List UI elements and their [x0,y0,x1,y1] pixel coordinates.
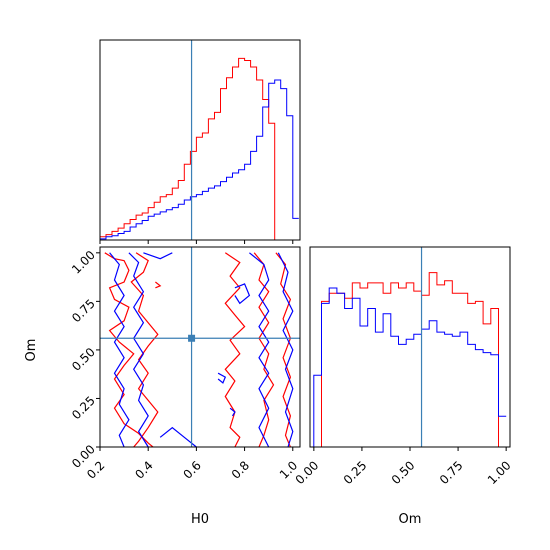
contour-frame [99,246,301,448]
contour-series-1-line-0 [109,252,130,448]
h0-histogram-series-0 [99,57,299,241]
om-ytick-label-4: 1.00 [69,248,98,277]
contour-series-1-line-3 [159,426,197,448]
contour-series-1-line-8 [229,407,236,417]
contour-series-0-line-3 [253,252,275,448]
contour-series-1-line-2 [143,252,173,260]
om-ytick-label-3: 0.75 [69,296,98,325]
contour-series-0-line-2 [224,252,246,448]
truth-marker [188,334,196,342]
contour-series-1-line-7 [217,372,227,384]
contour-series-0-line-1 [130,252,159,448]
om-xtick-label-1: 0.25 [341,458,370,487]
om-ytick-label-1: 0.25 [69,394,98,423]
om-xtick-label-4: 1.00 [485,458,514,487]
contour-series-0-line-0 [104,252,154,448]
om-histogram-series-1 [313,287,507,447]
h0-marginal-panel [99,39,301,244]
y-axis-label-om: Om [24,339,39,362]
x-axis-label-h0: H0 [191,512,209,527]
contour-series-1-line-5 [277,252,294,448]
x-axis-label-om: Om [399,512,422,527]
contour-series-0-line-4 [275,252,292,448]
h0-marginal-frame [99,39,301,241]
contour-series-1-line-1 [128,252,149,448]
h0-xtick-label-1: 0.4 [132,458,155,481]
om-marginal-frame [309,246,511,448]
om-ytick-label-2: 0.50 [69,345,98,374]
contour-series-1-line-6 [234,283,251,305]
om-xtick-label-0: 0.00 [293,458,322,487]
contour-series-0-line-5 [155,281,162,289]
om-xtick-label-2: 0.50 [389,458,418,487]
om-marginal-panel: 0.00 0.25 0.50 0.75 1.00 [293,246,514,487]
contour-series-1-line-4 [249,252,270,448]
h0-xtick-label-2: 0.6 [181,458,204,481]
h0-om-contour-panel: 0.2 0.4 0.6 0.8 1.00.000.250.500.751.00 [69,246,301,482]
h0-histogram-series-1 [99,79,299,240]
om-histogram-series-0 [313,272,507,448]
h0-xtick-label-3: 0.8 [229,458,252,481]
om-xtick-label-3: 0.75 [437,458,466,487]
